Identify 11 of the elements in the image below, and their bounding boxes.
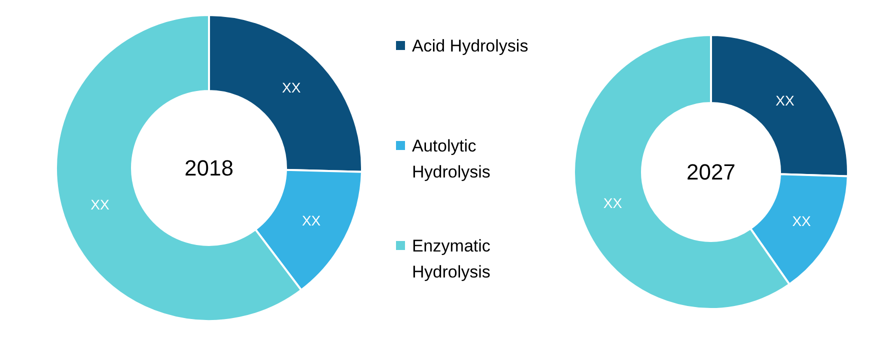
legend-label: Enzymatic Hydrolysis [412, 236, 491, 282]
data-label: XX [792, 213, 812, 230]
data-label: XX [90, 196, 110, 213]
legend-label: Autolytic Hydrolysis [412, 136, 490, 182]
text: 2027 [686, 160, 736, 184]
text: 2018 [184, 156, 234, 180]
data-label: XX [776, 92, 795, 108]
data-label: XX [603, 194, 623, 211]
data-label: XX [282, 80, 302, 96]
data-label: XX [302, 212, 322, 229]
legend-label: Acid Hydrolysis [412, 36, 528, 56]
